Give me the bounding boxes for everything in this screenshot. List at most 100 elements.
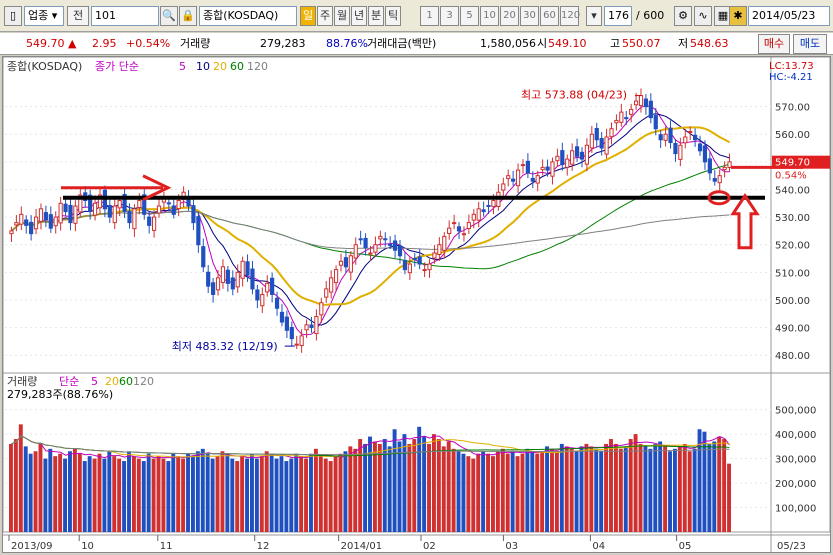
current-price: 549.70 (26, 37, 65, 50)
chart-svg[interactable]: 480.00 490.00 500.00 510.00 520.00 530.00 540.… (2, 56, 831, 552)
current-price-label: 549.70 (775, 158, 810, 169)
volume-bar (77, 453, 82, 532)
volume-bar (33, 451, 38, 532)
candle-body (609, 128, 614, 138)
volume-bar (269, 453, 274, 532)
interval-tab[interactable]: 120 (560, 6, 580, 26)
candle-body (97, 194, 103, 209)
volume-bar (230, 458, 235, 532)
volume-bar (338, 453, 343, 532)
buy-button[interactable]: 매수 (758, 34, 790, 54)
volume-bar (525, 448, 530, 532)
settings-icon[interactable]: ✱ (729, 6, 747, 26)
volume-bar (476, 453, 481, 532)
chart-tool-icon[interactable]: ⚙ (674, 6, 692, 26)
period-tab[interactable]: 월 (334, 6, 350, 26)
volume-bar (633, 434, 638, 532)
interval-tab[interactable]: 1 (420, 6, 439, 26)
volume-bar (530, 451, 535, 532)
candle-body (707, 158, 712, 174)
candle-body (717, 175, 722, 184)
volume-bar (299, 456, 304, 532)
high-value: 550.07 (622, 37, 661, 50)
candle-body (235, 271, 240, 288)
candle-body (319, 302, 324, 316)
volume-bar (294, 453, 299, 532)
volume-bar (569, 448, 574, 532)
interval-tab[interactable]: 20 (500, 6, 519, 26)
candle-body (688, 130, 693, 133)
interval-dropdown[interactable]: ▾ (586, 6, 602, 26)
volume-ma-line-120 (11, 435, 730, 456)
candle-body (599, 138, 604, 149)
y-tick-label: 490.00 (775, 324, 810, 335)
candle-body (560, 150, 565, 166)
market-select[interactable]: 업종 ▾ (24, 6, 64, 26)
volume-bar (9, 443, 13, 532)
volume-bar (594, 448, 599, 532)
volume-bar (72, 448, 77, 532)
period-tab[interactable]: 분 (368, 6, 384, 26)
volume-bar (589, 446, 594, 532)
candle-body (722, 166, 727, 171)
candle-body (73, 205, 78, 224)
change-value: 2.95 (92, 37, 117, 50)
x-tick-label: 05 (679, 541, 692, 552)
volume-bar (318, 456, 323, 532)
count-input[interactable]: 176 (604, 6, 632, 26)
prev-button[interactable]: 전 (67, 6, 89, 26)
volume-bar (225, 453, 230, 532)
volume-bar (377, 443, 382, 532)
period-tab[interactable]: 주 (317, 6, 333, 26)
candle-body (442, 235, 447, 251)
candle-body (68, 204, 73, 224)
chart-area[interactable]: 480.00 490.00 500.00 510.00 520.00 530.00 540.… (2, 56, 831, 553)
volume-tick-label: 500,000 (775, 406, 816, 417)
volume-legend-label: 단순 (59, 375, 79, 388)
period-tab[interactable]: 일 (300, 6, 316, 26)
volume-bar (186, 453, 190, 532)
candle-body (466, 222, 471, 229)
candle-body (486, 204, 491, 207)
interval-tab[interactable]: 30 (520, 6, 539, 26)
price-pane-title: 종합(KOSDAQ) (7, 60, 82, 73)
lc-label: LC:13.73 (769, 61, 814, 72)
volume-bar (535, 453, 540, 532)
date-field[interactable]: 2014/05/23 (748, 6, 830, 26)
hc-label: HC:-4.21 (769, 72, 813, 83)
search-icon[interactable]: 🔍 (160, 6, 178, 26)
line-chart-icon[interactable]: ∿ (694, 6, 712, 26)
volume-ratio: 88.76% (326, 37, 368, 50)
candle-body (693, 134, 698, 141)
volume-bar (727, 463, 731, 532)
volume-bar (613, 443, 618, 532)
sell-button[interactable]: 매도 (793, 34, 827, 54)
candle-body (225, 269, 230, 284)
candle-body (388, 243, 393, 246)
candle-body (166, 202, 171, 205)
chart-type-icon[interactable]: ▯ (4, 6, 22, 26)
volume-bar (102, 458, 107, 532)
current-percent-label: 0.54% (775, 171, 807, 182)
interval-tab[interactable]: 60 (540, 6, 559, 26)
lock-icon[interactable]: 🔒 (179, 6, 197, 26)
volume-legend-item: 20 (105, 375, 119, 388)
candle-body (329, 277, 334, 293)
candle-body (589, 133, 594, 149)
candle-body (373, 244, 378, 253)
interval-tab[interactable]: 3 (440, 6, 459, 26)
period-tab[interactable]: 틱 (385, 6, 401, 26)
candle-body (648, 100, 653, 119)
interval-tab[interactable]: 10 (480, 6, 499, 26)
code-input[interactable]: 101 (91, 6, 159, 26)
candle-body (383, 238, 388, 241)
quote-bar: 549.70 ▲ 2.95 +0.54% 거래량 279,283 88.76% … (0, 33, 833, 55)
volume-bar (48, 448, 53, 532)
period-tab[interactable]: 년 (351, 6, 367, 26)
candle-body (629, 108, 634, 115)
grid-icon[interactable]: ▦ (714, 6, 732, 26)
volume-bar (466, 456, 471, 532)
interval-tab[interactable]: 5 (460, 6, 479, 26)
volume-bar (107, 451, 112, 532)
candle-body (550, 161, 555, 177)
